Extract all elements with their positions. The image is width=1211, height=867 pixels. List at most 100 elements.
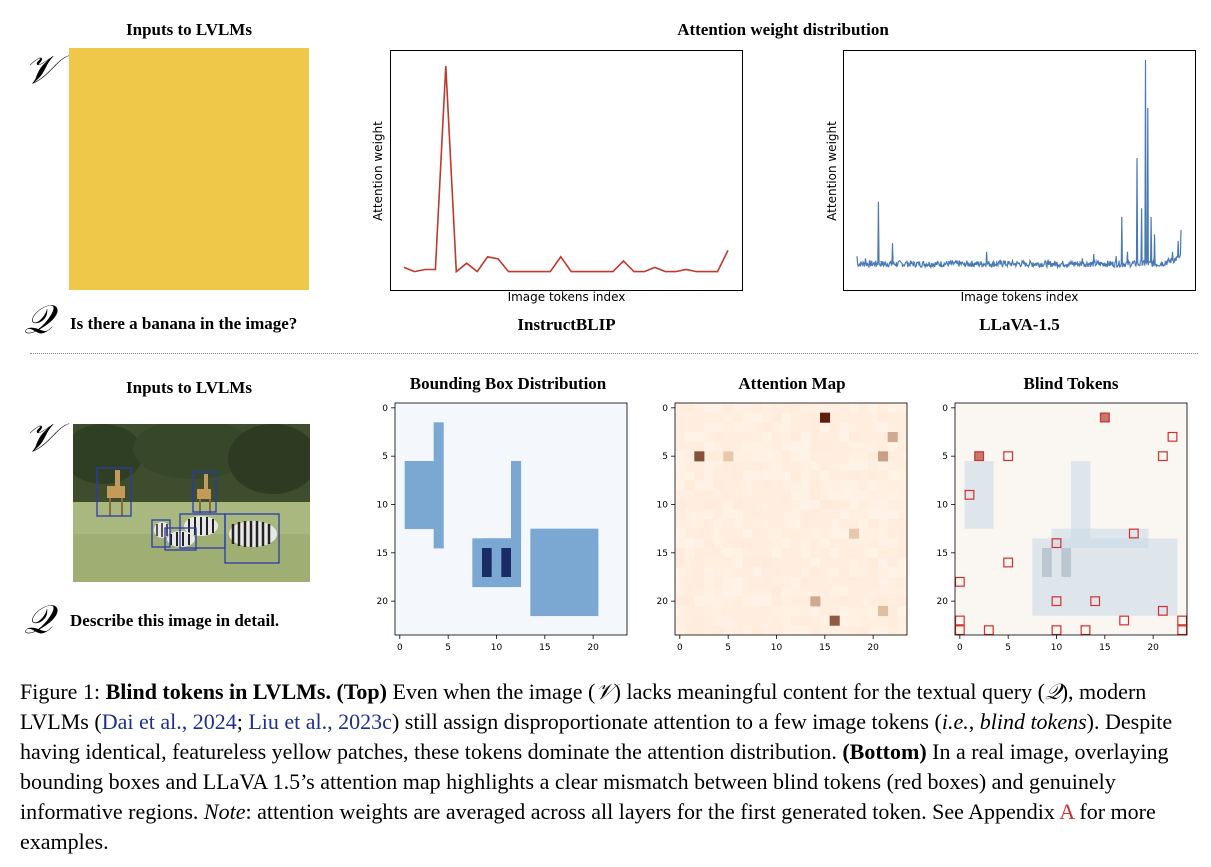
attention-cell [781,557,792,568]
attention-cell [704,557,715,568]
attention-cell [684,470,695,481]
bbox-cell [501,538,512,549]
attention-cell [829,577,840,588]
bbox-cell [540,548,551,559]
attention-cell [704,403,715,414]
bbox-cell [433,490,444,501]
y-tick-label: 15 [657,549,668,559]
attention-cell [684,615,695,626]
attention-cell [704,519,715,530]
bbox-cell [530,528,541,539]
attention-cell [868,557,879,568]
attention-cell [829,557,840,568]
x-tick-label: 15 [1099,643,1110,653]
attention-cell [858,538,869,549]
attention-cell [742,412,753,423]
bbox-cell [549,557,560,568]
bbox-cell [482,548,493,559]
caption-text: ). Despite having identical, featureless… [20,709,1173,764]
attention-cell [887,441,898,452]
bbox-cell [559,567,570,578]
attention-hot-cell [723,451,734,462]
attention-cell [771,538,782,549]
attention-cell [713,577,724,588]
attention-cell [694,441,705,452]
attention-cell [858,422,869,433]
attention-cell [858,548,869,559]
attention-cell [878,567,889,578]
attention-cell [829,403,840,414]
attention-cell [800,606,811,617]
attention-cell [684,412,695,423]
attention-cell [704,412,715,423]
attention-cell [820,596,831,607]
bbox-cell [433,528,444,539]
attention-cell [694,606,705,617]
top-query: Is there a banana in the image? [70,314,298,333]
bbox-cell [501,567,512,578]
attention-cell [897,528,908,539]
attention-cell [704,548,715,559]
giraffe-left [107,470,125,516]
attention-cell [791,519,802,530]
attention-cell [858,577,869,588]
attention-cell [752,586,763,597]
heatmap-frame [674,402,908,636]
zebras [154,516,277,547]
caption-text: for more examples. [20,799,1156,854]
attention-cell [800,596,811,607]
attention-cell [771,567,782,578]
attention-cell [762,499,773,510]
attention-cell [742,519,753,530]
bbox-cell [588,596,599,607]
attention-cell [762,451,773,462]
attention-cell [791,567,802,578]
bbox-cell [588,557,599,568]
attention-cell [887,567,898,578]
bbox-cell [511,480,522,491]
appendix-link[interactable]: A [1059,799,1074,824]
attention-cell [897,422,908,433]
bbox-cell [569,548,580,559]
bbox-cell [569,596,580,607]
bbox-title: Bounding Box Distribution [409,374,607,393]
bbox-cell [433,509,444,520]
bbox-cell [569,538,580,549]
attention-cell [897,480,908,491]
bbox-cell [530,606,541,617]
bbox-cell [501,557,512,568]
attention-cell [675,528,686,539]
attention-cell [771,548,782,559]
citation-liu[interactable]: Liu et al., 2023c [248,709,392,734]
attention-cell [849,606,860,617]
attention-cell [684,548,695,559]
bbox-cell [559,528,570,539]
x-tick-label: 10 [491,643,503,653]
attention-cell [733,470,744,481]
attention-cell [858,557,869,568]
attention-cell [878,441,889,452]
attention-cell [781,528,792,539]
attention-cell [839,519,850,530]
caption-q-symbol: 𝒬 [1044,679,1061,704]
citation-dai[interactable]: Dai et al., 2024 [101,709,237,734]
attention-cell [694,567,705,578]
attention-cell [713,451,724,462]
y-tick-label: 15 [937,549,948,559]
attention-cell [704,615,715,626]
attention-cell [771,499,782,510]
attention-cell [849,422,860,433]
bbox-cell [491,538,502,549]
attention-cell [742,480,753,491]
attention-cell [742,528,753,539]
attention-cell [752,625,763,636]
attention-cell [820,548,831,559]
attention-cell [791,403,802,414]
attention-cell [752,548,763,559]
attention-cell [704,480,715,491]
attention-cell [820,519,831,530]
attention-cell [781,451,792,462]
attention-cell [829,412,840,423]
bbox-cell [588,577,599,588]
attention-cell [771,606,782,617]
